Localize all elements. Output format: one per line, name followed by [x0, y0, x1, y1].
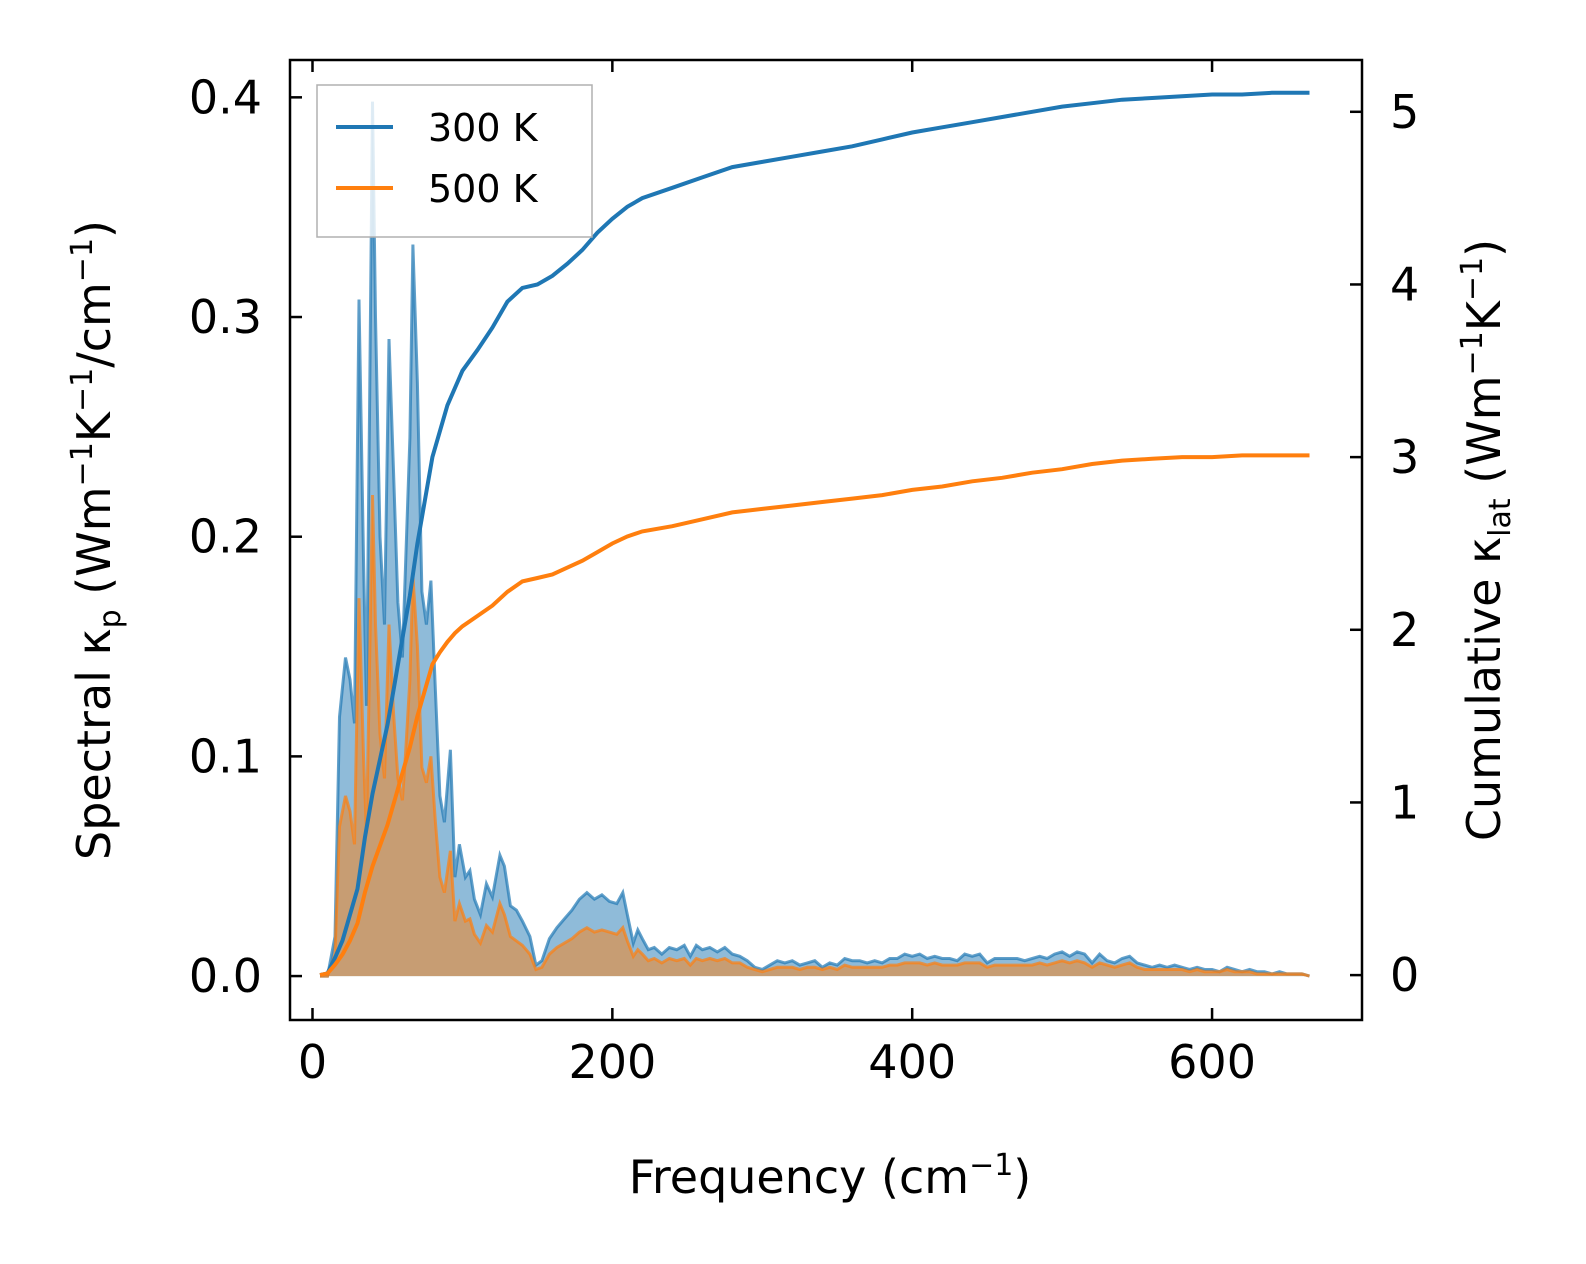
legend: 300 K 500 K: [316, 84, 593, 238]
legend-box: [316, 84, 593, 238]
y-tick-label-right: 3: [1390, 430, 1419, 484]
legend-label-300k: 300 K: [428, 106, 539, 150]
y-tick-label-left: 0.1: [189, 729, 262, 783]
y-tick-label-right: 2: [1390, 603, 1419, 657]
legend-label-500k: 500 K: [428, 167, 539, 211]
spectral-line-300k: [320, 101, 1310, 978]
y-tick-label-right: 0: [1390, 948, 1419, 1002]
x-axis-label: Frequency (cm−1): [629, 1148, 1032, 1204]
plot-frame: [288, 58, 1364, 1022]
x-tick-label: 0: [298, 1035, 327, 1089]
y-tick-label-left: 0.2: [189, 510, 262, 564]
y-tick-label-right: 5: [1390, 85, 1419, 139]
cumulative-line-500k: [319, 453, 1310, 978]
ticks-layer: 0 200 400 600 0.0 0.1 0.2 0.3 0.4 0 1 2 3 4 5: [189, 60, 1419, 1089]
y-tick-label-left: 0.0: [189, 949, 262, 1003]
cumulative-line-300k: [319, 90, 1310, 978]
y-tick-label-right: 4: [1390, 257, 1419, 311]
spectral-area-500k: [320, 495, 1310, 977]
y-axis-label-right: Cumulative κlat (Wm−1K−1): [1455, 239, 1518, 841]
series-layer: [319, 90, 1310, 978]
y-tick-label-left: 0.4: [189, 70, 262, 124]
y-tick-label-right: 1: [1390, 775, 1419, 829]
x-tick-label: 600: [1168, 1035, 1256, 1089]
spectral-line-500k: [320, 494, 1310, 978]
y-axis-label-left: Spectral κp (Wm−1K−1/cm−1): [65, 220, 128, 860]
x-tick-label: 400: [868, 1035, 956, 1089]
x-tick-label: 200: [568, 1035, 656, 1089]
y-tick-label-left: 0.3: [189, 290, 262, 344]
